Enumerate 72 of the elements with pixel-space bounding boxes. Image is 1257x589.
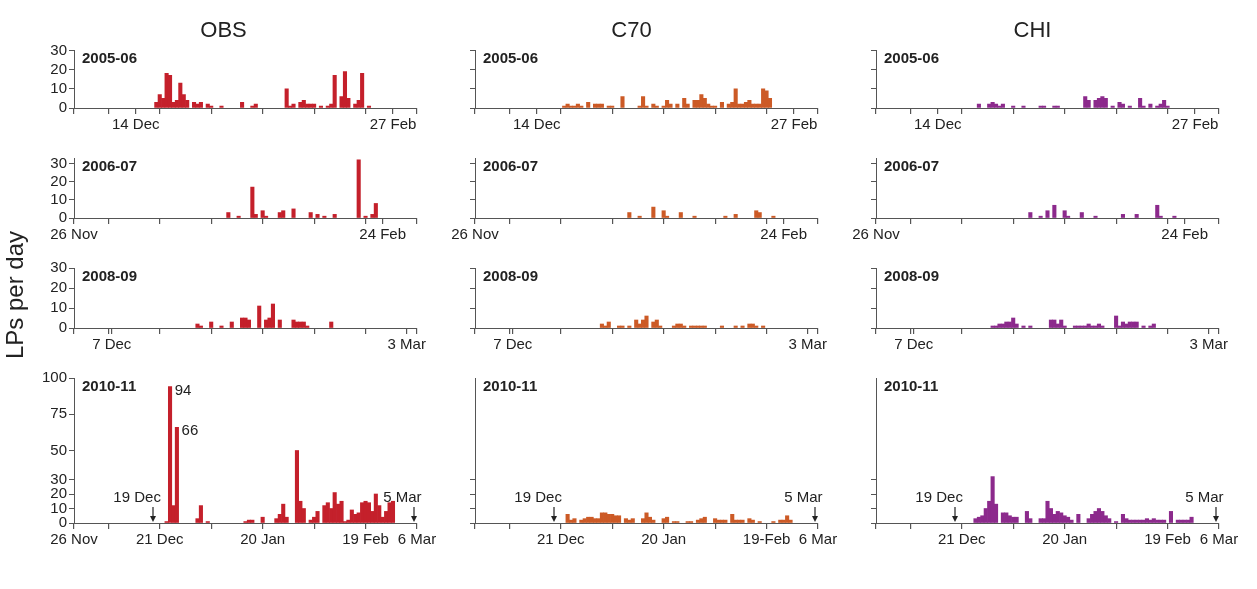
x-tick-label: 3 Mar: [1189, 335, 1228, 353]
y-tick-label: 30: [50, 469, 67, 487]
y-tick-label: 0: [58, 208, 67, 226]
x-tick-label: 24 Feb: [359, 225, 407, 243]
chart-subtitle: 2010-11: [884, 376, 939, 394]
x-tick-label: 21 Dec: [536, 530, 586, 548]
x-tick-label: 7 Dec: [894, 335, 934, 353]
x-tick-label: 26 Nov: [50, 530, 99, 548]
x-tick-label: 27 Feb: [770, 115, 818, 133]
ref-line-label: 19 Dec: [113, 487, 162, 505]
y-tick-label: 30: [50, 258, 67, 276]
x-tick-label: 26 Nov: [852, 225, 901, 243]
y-tick-label: 20: [50, 278, 67, 296]
chart-subtitle: 2008-09: [884, 266, 940, 284]
chart-title: C70: [611, 17, 652, 43]
x-tick-label: 7 Dec: [92, 335, 132, 353]
x-tick-label: 19 Feb: [342, 530, 389, 548]
chart-subtitle: 2006-07: [82, 156, 138, 174]
y-tick-label: 100: [41, 368, 67, 386]
ref-line-label: 5 Mar: [383, 487, 422, 505]
x-tick-label: 19-Feb: [742, 530, 791, 548]
x-tick-label: 6 Mar: [1199, 530, 1239, 548]
x-tick-label: 21 Dec: [937, 530, 987, 548]
x-tick-label: 27 Feb: [369, 115, 417, 133]
x-tick-label: 24 Feb: [1161, 225, 1209, 243]
ref-line-label: 19 Dec: [514, 487, 563, 505]
y-tick-label: 30: [50, 153, 67, 171]
data-label: 66: [181, 421, 199, 439]
x-tick-label: 24 Feb: [760, 225, 808, 243]
chart-subtitle: 2008-09: [82, 266, 138, 284]
x-tick-label: 21 Dec: [135, 530, 185, 548]
chart-subtitle: 2006-07: [483, 156, 539, 174]
y-tick-label: 0: [58, 318, 67, 336]
y-tick-label: 10: [50, 189, 67, 207]
chart-title: CHI: [1013, 17, 1052, 43]
x-tick-label: 20 Jan: [641, 530, 687, 548]
x-tick-label: 26 Nov: [451, 225, 500, 243]
x-tick-label: 6 Mar: [397, 530, 437, 548]
ref-line-label: 5 Mar: [1185, 487, 1224, 505]
chart-subtitle: 2010-11: [483, 376, 538, 394]
x-tick-label: 14 Dec: [913, 115, 962, 133]
y-tick-label: 0: [58, 513, 67, 531]
x-tick-label: 3 Mar: [788, 335, 827, 353]
chart-subtitle: 2005-06: [884, 49, 940, 67]
y-tick-label: 20: [50, 171, 67, 189]
x-tick-label: 14 Dec: [111, 115, 160, 133]
chart-subtitle: 2006-07: [884, 156, 940, 174]
chart-subtitle: 2005-06: [82, 49, 138, 67]
ref-line-label: 19 Dec: [915, 487, 964, 505]
x-tick-label: 3 Mar: [387, 335, 426, 353]
x-tick-label: 19 Feb: [1144, 530, 1191, 548]
y-tick-label: 75: [50, 404, 67, 422]
ref-line-label: 5 Mar: [784, 487, 823, 505]
data-label: 94: [174, 380, 192, 398]
x-tick-label: 27 Feb: [1171, 115, 1219, 133]
x-tick-label: 7 Dec: [493, 335, 533, 353]
x-tick-label: 20 Jan: [240, 530, 286, 548]
y-tick-label: 10: [50, 78, 67, 96]
x-tick-label: 20 Jan: [1042, 530, 1088, 548]
y-tick-label: 50: [50, 440, 67, 458]
chart-title: OBS: [200, 17, 247, 43]
y-tick-label: 10: [50, 298, 67, 316]
x-tick-label: 14 Dec: [512, 115, 561, 133]
y-tick-label: 0: [58, 98, 67, 116]
chart-subtitle: 2005-06: [483, 49, 539, 67]
chart-subtitle: 2008-09: [483, 266, 539, 284]
y-axis-title: LPs per day: [1, 230, 29, 359]
chart-subtitle: 2010-11: [82, 376, 137, 394]
y-tick-label: 30: [50, 40, 67, 58]
x-tick-label: 26 Nov: [50, 225, 99, 243]
y-tick-label: 20: [50, 59, 67, 77]
x-tick-label: 6 Mar: [798, 530, 838, 548]
